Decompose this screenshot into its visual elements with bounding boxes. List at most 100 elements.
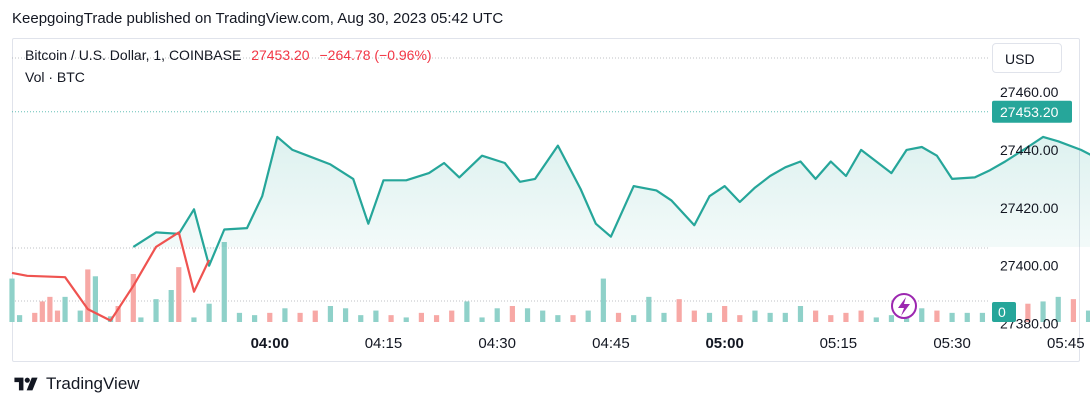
volume-bar <box>206 303 212 322</box>
volume-bar <box>236 312 243 322</box>
volume-bar <box>858 310 864 322</box>
volume-bar <box>691 310 697 322</box>
y-tick-label: 27420.00 <box>1000 200 1059 216</box>
volume-bar <box>1040 301 1046 322</box>
symbol-name: Bitcoin / U.S. Dollar, 1, COINBASE <box>25 47 242 63</box>
volume-bar <box>570 315 576 322</box>
volume-bar <box>191 317 197 322</box>
volume-bar <box>9 278 15 322</box>
volume-bar <box>153 299 159 322</box>
volume-bar <box>32 312 38 322</box>
volume-bar <box>524 308 531 322</box>
volume-bar <box>168 290 174 322</box>
volume-bar <box>252 315 258 322</box>
publisher-line: KeepgoingTrade published on TradingView.… <box>12 10 504 27</box>
volume-zero-badge <box>992 302 1016 322</box>
last-price-label: 27453.20 <box>1000 104 1059 120</box>
volume-zero-label: 0 <box>998 304 1006 320</box>
symbol-price: 27453.20 <box>251 47 310 63</box>
last-price-badge <box>992 100 1072 123</box>
y-tick-label: 27440.00 <box>1000 142 1059 158</box>
y-tick-label: 27460.00 <box>1000 84 1059 100</box>
volume-bar <box>92 276 98 322</box>
volume-bar <box>267 312 273 322</box>
volume-bar <box>77 310 83 322</box>
volume-bar <box>282 308 288 322</box>
footer-brand[interactable]: TradingView <box>12 374 140 394</box>
x-tick-label: 05:30 <box>933 335 971 352</box>
x-tick-label: 05:15 <box>820 335 858 352</box>
volume-bar <box>631 315 637 322</box>
volume-bar <box>949 312 955 322</box>
volume-bar <box>1085 310 1090 322</box>
volume-bar <box>509 306 515 322</box>
x-tick-label: 04:15 <box>365 335 403 352</box>
volume-bar <box>934 310 940 322</box>
volume-bar <box>843 312 849 322</box>
x-tick-label: 05:00 <box>705 335 743 352</box>
volume-bar <box>873 317 879 322</box>
volume-bar <box>327 306 334 322</box>
volume-bar <box>176 267 182 322</box>
volume-bar <box>828 315 834 322</box>
volume-bar <box>85 269 91 322</box>
volume-bar <box>130 274 136 322</box>
volume-bar <box>1025 303 1031 322</box>
volume-bar <box>16 315 23 322</box>
volume-bar <box>661 312 667 322</box>
volume-bar <box>964 312 970 322</box>
volume-bar <box>600 278 606 322</box>
volume-bar <box>737 315 743 322</box>
volume-bar <box>388 315 394 322</box>
volume-bar <box>312 310 318 322</box>
volume-bar <box>494 308 500 322</box>
volume-bar <box>138 317 144 322</box>
volume-bar <box>888 315 895 322</box>
volume-bar <box>464 301 470 322</box>
volume-bar <box>433 315 440 322</box>
currency-button[interactable]: USD <box>992 43 1062 73</box>
volume-bar <box>39 301 45 322</box>
volume-bar <box>62 296 68 322</box>
lightning-bolt-glyph <box>898 297 910 316</box>
volume-bar <box>813 310 819 322</box>
volume-bar <box>585 310 591 322</box>
volume-legend: Vol · BTC <box>25 69 85 85</box>
volume-bar <box>418 312 424 322</box>
volume-bar <box>358 315 364 322</box>
volume-bar <box>646 296 652 322</box>
volume-bar <box>540 310 546 322</box>
x-tick-label: 04:45 <box>592 335 630 352</box>
volume-bar <box>615 312 622 322</box>
volume-bar <box>115 306 121 322</box>
volume-bar <box>479 317 485 322</box>
footer-brand-label: TradingView <box>46 374 140 393</box>
volume-bar <box>979 312 986 322</box>
volume-bar <box>403 317 409 322</box>
volume-bar <box>782 312 788 322</box>
volume-bar <box>722 306 728 322</box>
volume-bar <box>919 308 925 322</box>
volume-bar <box>797 306 804 322</box>
volume-bar <box>449 310 455 322</box>
volume-bar <box>47 296 53 322</box>
x-tick-label: 04:00 <box>251 335 289 352</box>
volume-bar <box>767 312 773 322</box>
volume-bar <box>676 299 682 322</box>
price-line-up <box>132 135 1090 267</box>
volume-bar <box>555 315 561 322</box>
volume-bar <box>1070 299 1076 322</box>
symbol-change: −264.78 (−0.96%) <box>319 47 432 63</box>
volume-bar <box>54 310 61 322</box>
volume-bar <box>297 312 303 322</box>
x-tick-label: 05:45 <box>1047 335 1085 352</box>
tradingview-logo-icon <box>14 377 38 391</box>
volume-bar <box>1055 296 1061 322</box>
y-tick-label: 27400.00 <box>1000 258 1059 274</box>
volume-bar <box>706 312 713 322</box>
volume-bar <box>373 310 379 322</box>
volume-bar <box>342 308 349 322</box>
volume-bar <box>221 242 227 322</box>
x-tick-label: 04:30 <box>478 335 516 352</box>
